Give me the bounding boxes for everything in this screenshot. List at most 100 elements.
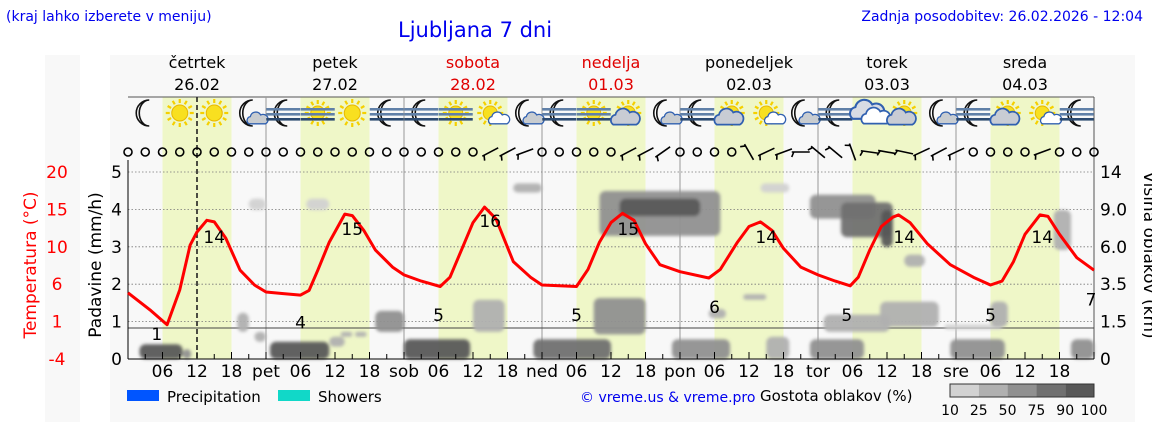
- calm-wind-icon: [364, 147, 375, 157]
- x-tick-label: 12: [462, 362, 484, 382]
- barb-shaft: [930, 147, 948, 157]
- calm-wind-icon: [140, 147, 151, 157]
- colorbar-frame: [949, 383, 1095, 398]
- temperature-label: 15: [341, 220, 363, 240]
- cloud-area: [237, 312, 249, 332]
- sun-cloud-icon: [886, 100, 918, 126]
- credit-link[interactable]: © vreme.us & vreme.pro: [580, 390, 755, 406]
- cloud-icon: [886, 107, 917, 126]
- calm-wind-icon: [243, 147, 254, 157]
- fog-icon: [956, 108, 991, 121]
- barb-feather: [876, 150, 881, 156]
- cloud-area: [671, 339, 731, 359]
- moon-fog-icon: [542, 99, 577, 127]
- calm-wind-icon: [347, 147, 358, 157]
- x-tick-label: 12: [600, 362, 622, 382]
- colorbar-swatch: [978, 384, 1008, 397]
- calm-wind-icon: [709, 147, 720, 157]
- fog-icon: [818, 108, 853, 121]
- sun-cloud-icon: [610, 100, 642, 126]
- calm-wind-icon: [726, 147, 737, 157]
- day-headers: četrtek 26.02 petek 27.02 sobota 28.02 nedelja…: [169, 53, 1048, 94]
- temperature-label: 15: [617, 220, 639, 240]
- x-tick-label: sob: [389, 362, 419, 382]
- right-tick-label: 9.0: [1100, 200, 1127, 220]
- colorbar-tick-label: 75: [1027, 403, 1045, 419]
- legend-precipitation-label: Precipitation: [167, 388, 261, 406]
- fog-line: [1059, 113, 1094, 116]
- sun-ray: [896, 101, 901, 106]
- fog-line: [680, 118, 715, 121]
- sun-smallcloud-icon: [753, 100, 787, 126]
- sun-ray: [597, 101, 602, 106]
- daylight-band: [300, 97, 370, 359]
- day-name: ponedeljek: [705, 53, 794, 72]
- calm-wind-icon: [1020, 147, 1030, 157]
- fog-line: [818, 108, 853, 111]
- legend-precipitation-swatch: [127, 390, 159, 401]
- colorbar-swatch: [1007, 384, 1037, 397]
- moon-fog-icon: [1059, 99, 1094, 127]
- barb-feather: [759, 154, 762, 161]
- sun-ray: [187, 117, 193, 121]
- sun-ray: [620, 101, 625, 106]
- barb-shaft: [499, 147, 516, 157]
- barb-feather: [791, 151, 795, 158]
- cloud-shape: [763, 111, 787, 125]
- cloud-density-colorbar: 10 25 50 75 90 100: [941, 383, 1108, 419]
- left-axis-title: Padavine (mm/h): [86, 192, 106, 337]
- sun-ray: [310, 120, 315, 125]
- sun-ray: [1030, 116, 1036, 121]
- fog-line: [576, 113, 611, 116]
- day-name: sobota: [446, 53, 500, 72]
- colorbar-tick-label: 25: [970, 403, 988, 419]
- colorbar-tick-label: 100: [1081, 403, 1108, 419]
- wind-barb-icon: [499, 147, 516, 161]
- colorbar-swatch: [950, 384, 979, 397]
- sun-ray: [459, 120, 464, 125]
- day-date: 02.03: [726, 75, 772, 94]
- colorbar-swatch: [1036, 384, 1066, 397]
- wind-barb-icon: [740, 143, 755, 161]
- cloud-shape: [713, 107, 745, 126]
- temperature-label: 5: [841, 306, 852, 326]
- fog-line: [369, 118, 404, 121]
- calm-wind-icon: [675, 147, 685, 157]
- fog-icon: [369, 108, 404, 121]
- legend-showers-swatch: [278, 390, 310, 401]
- calm-wind-icon: [1089, 147, 1099, 157]
- sun-ray: [907, 101, 912, 106]
- calm-wind-icon: [261, 147, 271, 157]
- x-tick-label: 06: [566, 362, 588, 382]
- moon-icon: [928, 99, 943, 127]
- cloud-icon: [763, 111, 787, 125]
- calm-wind-icon: [381, 147, 392, 157]
- calm-wind-icon: [123, 147, 133, 157]
- left-tick-label: 3: [111, 238, 122, 258]
- cloud-area: [340, 331, 353, 337]
- sun-ray: [1034, 120, 1039, 125]
- sun-icon: [165, 99, 194, 127]
- legend-showers-label: Showers: [318, 388, 382, 406]
- calm-wind-icon: [174, 147, 185, 157]
- last-updated: Zadnja posodobitev: 26.02.2026 - 12:04: [861, 9, 1143, 25]
- fog-line: [300, 118, 335, 121]
- sun-ray: [183, 100, 188, 105]
- cloud-icon: [487, 111, 511, 125]
- temperature-line: [127, 205, 1095, 327]
- sun-ray: [597, 120, 602, 125]
- calm-wind-icon: [588, 147, 599, 157]
- x-tick-label: 18: [773, 362, 795, 382]
- x-tick-label: 18: [359, 362, 381, 382]
- temp-tick-label: 10: [46, 238, 68, 258]
- wind-barb-icon: [774, 148, 793, 160]
- day-date: 27.02: [312, 75, 358, 94]
- sun-ray: [724, 101, 729, 106]
- cloud-area: [593, 297, 646, 335]
- colorbar-tick-label: 90: [1056, 403, 1074, 419]
- wind-barb-icon: [824, 145, 843, 159]
- temperature-labels: 1 14 4 15 5 16 5 15 6 14 5 14 5 14 7: [151, 212, 1096, 345]
- wind-barb-icon: [859, 149, 879, 157]
- cloud-area: [182, 349, 192, 359]
- fog-line: [438, 118, 473, 121]
